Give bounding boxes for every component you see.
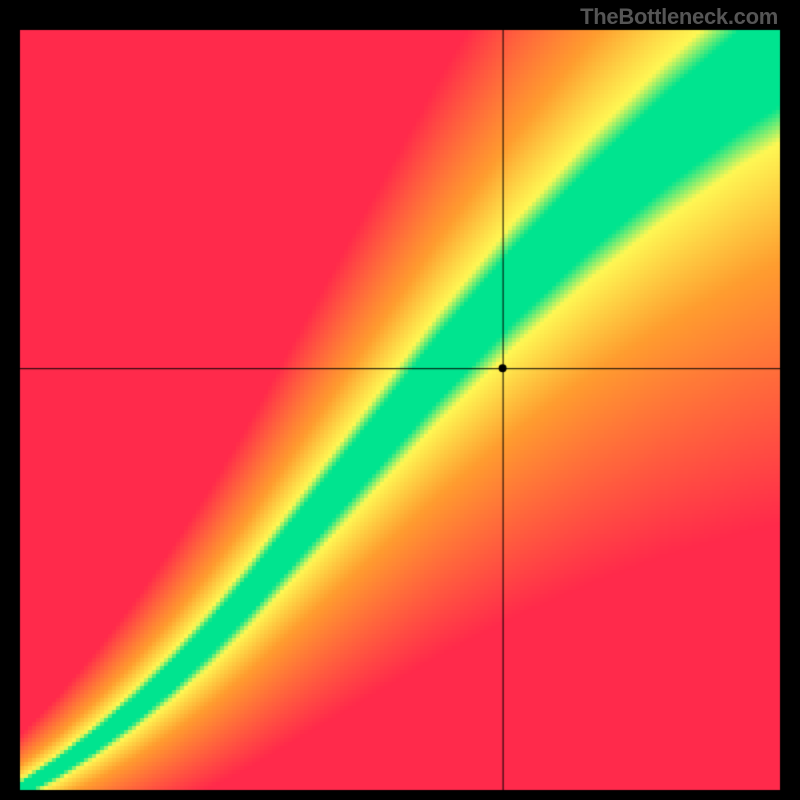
chart-container: TheBottleneck.com	[0, 0, 800, 800]
bottleneck-heatmap	[0, 0, 800, 800]
watermark-text: TheBottleneck.com	[580, 4, 778, 30]
